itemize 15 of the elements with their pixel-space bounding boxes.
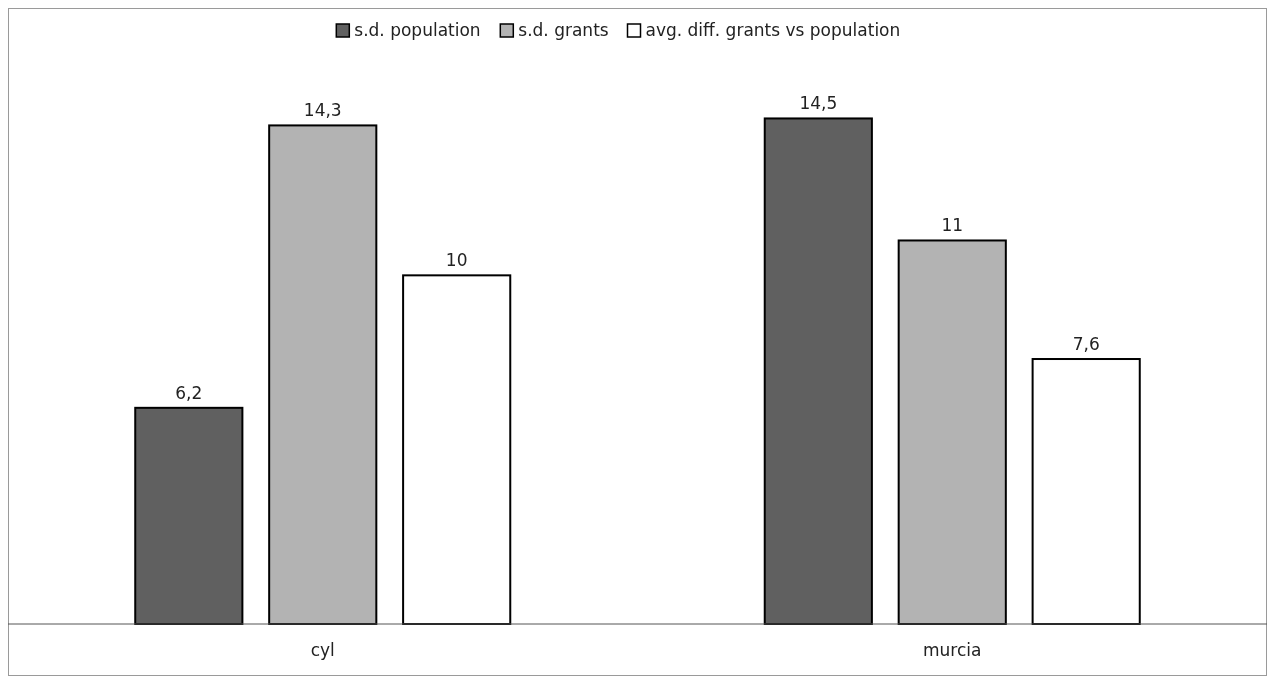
data-label: 6,2 [175,382,203,403]
data-label: 10 [445,250,468,271]
bar [897,239,1007,625]
bar [402,274,512,625]
bar [1031,358,1141,625]
legend-label: avg. diff. grants vs population [645,20,901,40]
data-label: 7,6 [1072,334,1100,355]
data-label: 14,5 [799,93,838,114]
bar [268,124,378,625]
x-tick-label: murcia [923,640,982,660]
legend-label: s.d. grants [518,20,609,40]
data-label: 11 [941,215,964,236]
legend-label: s.d. population [354,20,481,40]
x-tick-label: cyl [310,640,335,660]
data-label: 14,3 [303,100,342,121]
